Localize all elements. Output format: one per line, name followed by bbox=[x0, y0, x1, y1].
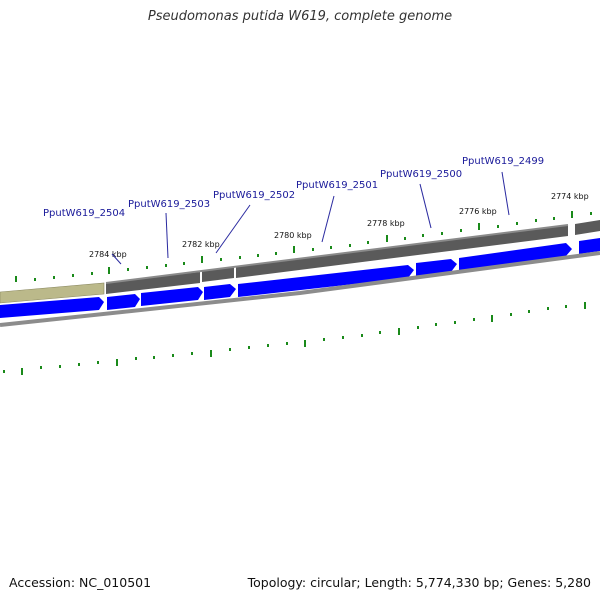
contig-segment[interactable] bbox=[106, 272, 200, 294]
contig-highlight-segment bbox=[0, 282, 105, 304]
accession-text: Accession: NC_010501 bbox=[9, 575, 152, 590]
gene-label[interactable]: PputW619_2499 bbox=[462, 156, 544, 167]
kbp-label: 2784 kbp bbox=[89, 250, 127, 259]
kbp-label: 2780 kbp bbox=[274, 231, 312, 240]
gene-labels: PputW619_2504 PputW619_2503 PputW619_250… bbox=[43, 156, 544, 219]
contig-segment[interactable] bbox=[575, 220, 600, 235]
gene-label[interactable]: PputW619_2501 bbox=[296, 180, 378, 191]
kbp-label: 2778 kbp bbox=[367, 219, 405, 228]
backbone-line bbox=[0, 251, 600, 327]
gene-arrow[interactable] bbox=[107, 294, 140, 310]
ruler-ticks-upper bbox=[15, 211, 592, 282]
contig-shine bbox=[105, 224, 569, 284]
gene-label-leaders bbox=[111, 171, 510, 265]
gene-arrow[interactable] bbox=[579, 238, 600, 254]
kbp-label: 2782 kbp bbox=[182, 240, 220, 249]
ruler-ticks-lower bbox=[3, 302, 586, 375]
gene-arrow[interactable] bbox=[459, 243, 572, 271]
gene-label[interactable]: PputW619_2500 bbox=[380, 169, 462, 180]
gene-label[interactable]: PputW619_2504 bbox=[43, 208, 125, 219]
contig-segment[interactable] bbox=[236, 225, 568, 278]
kbp-label: 2776 kbp bbox=[459, 207, 497, 216]
contig-track bbox=[0, 220, 600, 304]
gene-label[interactable]: PputW619_2502 bbox=[213, 190, 295, 201]
map-title: Pseudomonas putida W619, complete genome bbox=[147, 9, 453, 24]
gene-arrow[interactable] bbox=[0, 297, 104, 318]
kbp-labels: 2784 kbp 2782 kbp 2780 kbp 2778 kbp 2776… bbox=[89, 192, 589, 259]
kbp-label: 2774 kbp bbox=[551, 192, 589, 201]
gene-track-forward bbox=[0, 238, 600, 318]
gene-arrow[interactable] bbox=[238, 265, 414, 297]
gene-label[interactable]: PputW619_2503 bbox=[128, 199, 210, 210]
gene-arrow[interactable] bbox=[141, 287, 203, 306]
gene-arrow[interactable] bbox=[204, 284, 236, 300]
topology-text: Topology: circular; Length: 5,774,330 bp… bbox=[247, 575, 591, 590]
